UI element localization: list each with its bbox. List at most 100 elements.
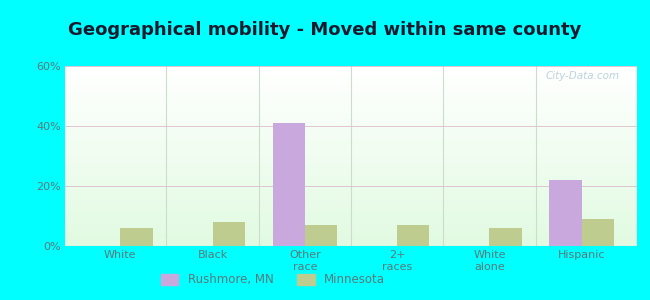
Bar	[65, 74, 637, 75]
Bar	[65, 126, 637, 127]
Bar	[65, 229, 637, 230]
Bar	[65, 186, 637, 187]
Bar	[65, 71, 637, 72]
Bar	[65, 116, 637, 117]
Bar	[65, 86, 637, 87]
Bar	[65, 67, 637, 68]
Bar	[65, 228, 637, 229]
Bar	[65, 87, 637, 88]
Text: Geographical mobility - Moved within same county: Geographical mobility - Moved within sam…	[68, 21, 582, 39]
Bar	[65, 143, 637, 144]
Bar	[65, 168, 637, 169]
Bar	[65, 211, 637, 212]
Bar	[65, 192, 637, 193]
Bar	[305, 225, 337, 246]
Bar	[65, 84, 637, 85]
Bar	[65, 207, 637, 208]
Bar	[65, 205, 637, 206]
Bar	[65, 173, 637, 174]
Bar	[65, 121, 637, 122]
Bar	[65, 122, 637, 123]
Bar	[65, 171, 637, 172]
Bar	[120, 228, 153, 246]
Bar	[65, 245, 637, 246]
Bar	[65, 177, 637, 178]
Bar	[65, 209, 637, 210]
Bar	[65, 128, 637, 129]
Bar	[65, 217, 637, 218]
Bar	[65, 227, 637, 228]
Bar	[65, 216, 637, 217]
Bar	[65, 117, 637, 118]
Bar	[65, 90, 637, 91]
Bar	[65, 160, 637, 161]
Bar	[65, 106, 637, 107]
Bar	[65, 241, 637, 242]
Bar	[65, 137, 637, 138]
Bar	[65, 204, 637, 205]
Bar	[65, 238, 637, 239]
Bar	[65, 81, 637, 82]
Bar	[65, 202, 637, 203]
Bar	[65, 203, 637, 204]
Bar	[65, 187, 637, 188]
Bar	[65, 165, 637, 166]
Bar	[65, 175, 637, 176]
Bar	[213, 222, 245, 246]
Bar	[65, 70, 637, 71]
Bar	[65, 120, 637, 121]
Bar	[65, 110, 637, 111]
Bar	[65, 104, 637, 105]
Bar	[65, 212, 637, 213]
Bar	[65, 89, 637, 90]
Bar	[65, 145, 637, 146]
Bar	[397, 225, 430, 246]
Bar	[65, 69, 637, 70]
Bar	[65, 105, 637, 106]
Bar	[65, 172, 637, 173]
Bar	[65, 223, 637, 224]
Bar	[65, 233, 637, 234]
Bar	[65, 236, 637, 237]
Bar	[65, 130, 637, 131]
Bar	[65, 83, 637, 84]
Bar	[65, 149, 637, 150]
Bar	[65, 193, 637, 194]
Bar	[65, 221, 637, 222]
Bar	[65, 154, 637, 155]
Bar	[65, 77, 637, 78]
Bar	[65, 133, 637, 134]
Bar	[65, 136, 637, 137]
Bar	[65, 163, 637, 164]
Bar	[65, 164, 637, 165]
Bar	[65, 170, 637, 171]
Bar	[65, 79, 637, 80]
Bar	[65, 197, 637, 198]
Bar	[65, 183, 637, 184]
Bar	[65, 185, 637, 186]
Bar	[65, 111, 637, 112]
Bar	[65, 135, 637, 136]
Bar	[65, 150, 637, 151]
Bar	[65, 139, 637, 140]
Bar	[65, 191, 637, 192]
Bar	[65, 222, 637, 223]
Bar	[65, 206, 637, 207]
Bar	[65, 72, 637, 73]
Bar	[65, 146, 637, 147]
Bar	[65, 220, 637, 221]
Bar	[65, 235, 637, 236]
Bar	[65, 85, 637, 86]
Bar	[65, 99, 637, 100]
Bar	[65, 103, 637, 104]
Bar	[65, 138, 637, 139]
Bar	[65, 73, 637, 74]
Bar	[65, 96, 637, 97]
Bar	[65, 210, 637, 211]
Bar	[65, 194, 637, 195]
Bar	[65, 78, 637, 79]
Bar	[65, 239, 637, 240]
Bar	[65, 219, 637, 220]
Bar	[65, 201, 637, 202]
Bar	[65, 76, 637, 77]
